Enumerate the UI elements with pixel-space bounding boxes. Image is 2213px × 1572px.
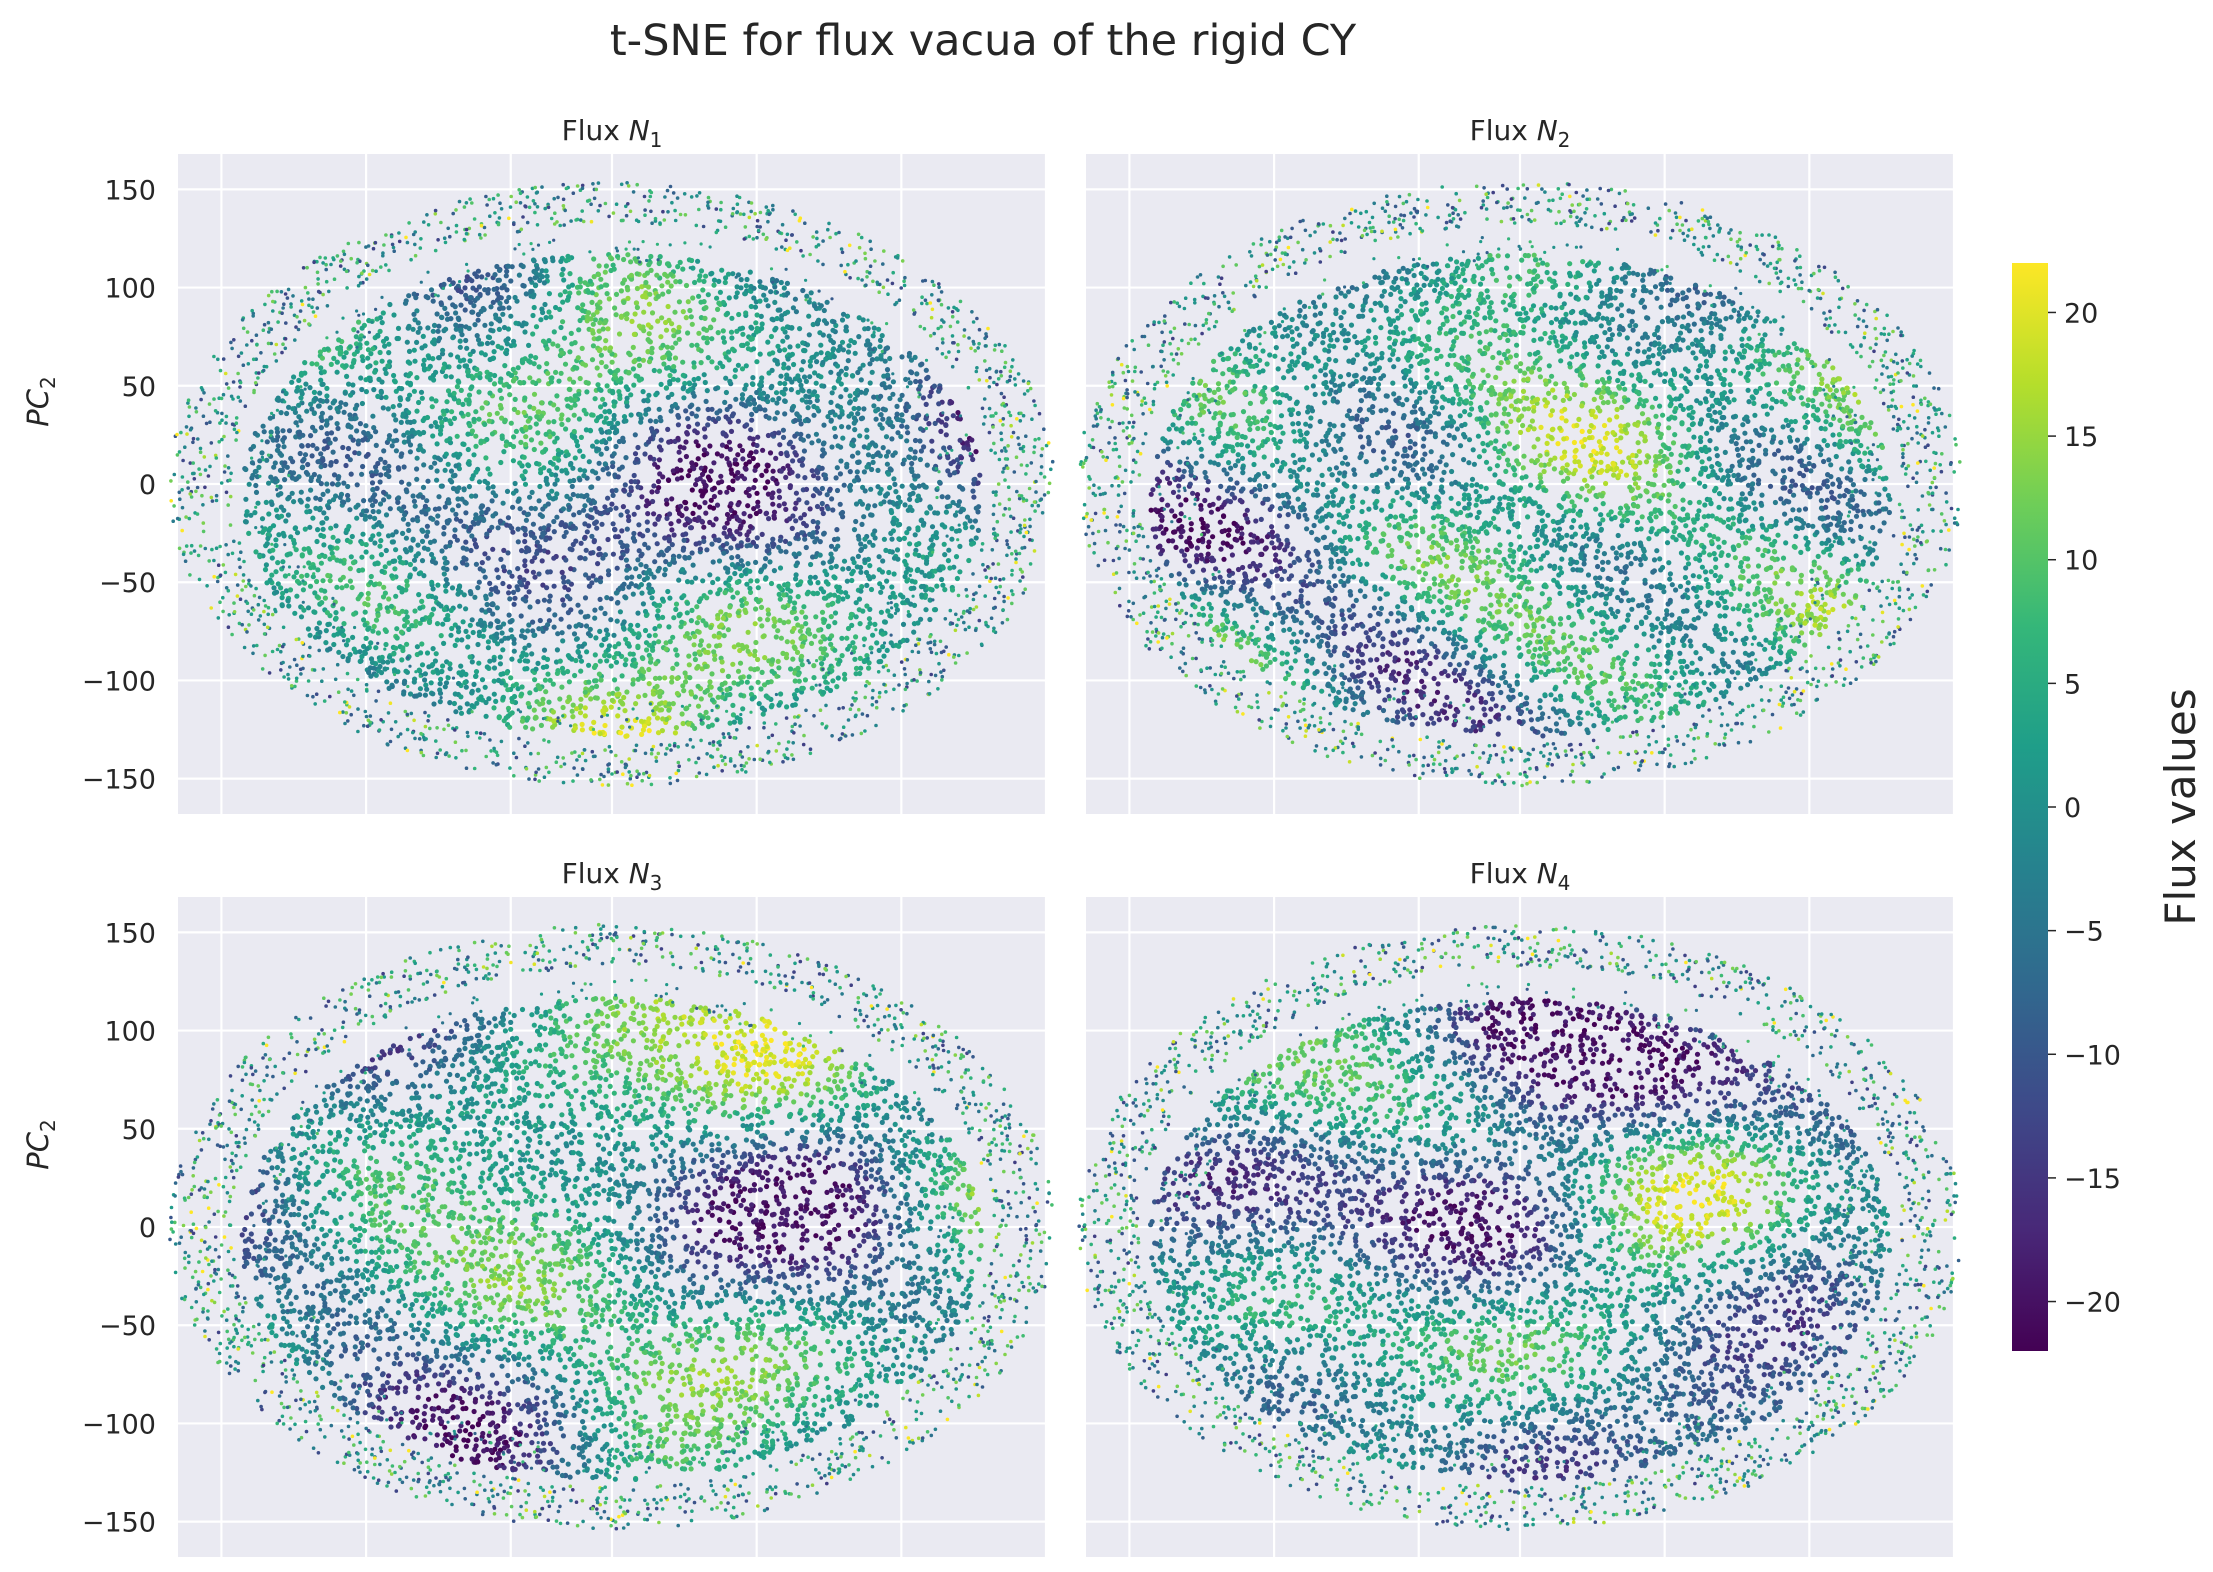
- y-tick-label: 50: [122, 372, 156, 403]
- panel-title: Flux N2: [1470, 114, 1571, 152]
- y-tick-label: 150: [104, 918, 156, 949]
- colorbar-tick-label: −5: [2064, 917, 2104, 948]
- colorbar-tick-label: 10: [2064, 546, 2098, 577]
- panel-2: Flux N2: [1079, 114, 1962, 814]
- panel-4: Flux N4: [1077, 857, 1960, 1557]
- y-tick-label: −150: [82, 1508, 156, 1539]
- panels: Flux N1 −150 −100 −50 0 50 100 150 PC2 Flux N2 Flu…: [21, 114, 1962, 1557]
- colorbar-tick-label: −20: [2064, 1288, 2121, 1319]
- y-tick-label: −50: [99, 568, 156, 599]
- colorbar-tick-label: −15: [2064, 1164, 2121, 1195]
- panel-title: Flux N4: [1470, 857, 1571, 895]
- colorbar: −20 −15 −10 −5 0 5 10 15 20 Flux values: [2012, 263, 2205, 1351]
- y-tick-label: −100: [82, 1409, 156, 1440]
- figure-title: t-SNE for flux vacua of the rigid CY: [610, 16, 1357, 66]
- panel-title: Flux N3: [562, 857, 663, 895]
- y-tick-label: 50: [122, 1115, 156, 1146]
- y-tick-label: −100: [82, 666, 156, 697]
- y-tick-label: 100: [104, 1017, 156, 1048]
- y-tick-label: 150: [104, 175, 156, 206]
- y-tick-label: −50: [99, 1311, 156, 1342]
- panel-1: Flux N1 −150 −100 −50 0 50 100 150 PC2: [21, 114, 1054, 814]
- y-axis-label: PC2: [21, 376, 60, 426]
- colorbar-tick-label: 15: [2064, 422, 2098, 453]
- colorbar-tick-label: −10: [2064, 1040, 2121, 1071]
- y-tick-label: 100: [104, 274, 156, 305]
- colorbar-tick-label: 0: [2064, 793, 2081, 824]
- y-tick-label: −150: [82, 765, 156, 796]
- panel-title: Flux N1: [562, 114, 663, 152]
- y-axis-label: PC2: [21, 1119, 60, 1169]
- colorbar-gradient: [2012, 263, 2048, 1351]
- panel-3: Flux N3 −150 −100 −50 0 50 100 150 PC2: [21, 857, 1054, 1557]
- colorbar-tick-label: 20: [2064, 298, 2098, 329]
- colorbar-label: Flux values: [2156, 688, 2205, 925]
- y-tick-label: 0: [139, 1213, 156, 1244]
- y-tick-label: 0: [139, 470, 156, 501]
- colorbar-tick-label: 5: [2064, 669, 2081, 700]
